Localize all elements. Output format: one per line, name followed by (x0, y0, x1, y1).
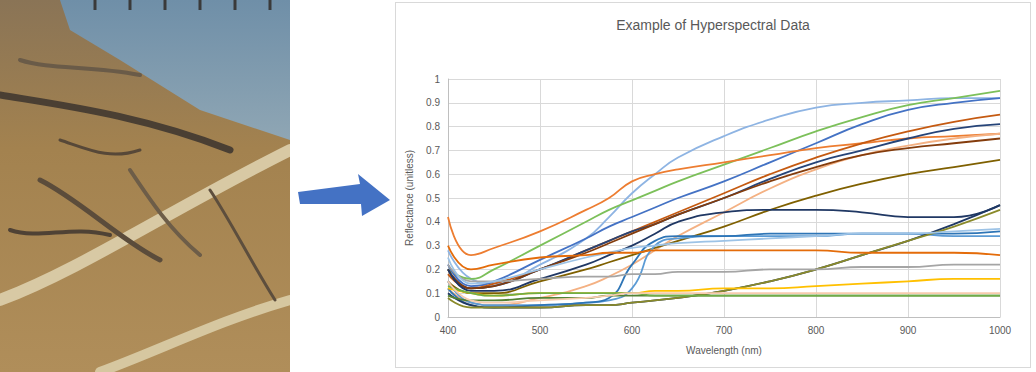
svg-text:0.7: 0.7 (426, 145, 440, 156)
svg-text:900: 900 (900, 325, 917, 336)
svg-text:0.4: 0.4 (426, 216, 440, 227)
svg-text:Wavelength (nm): Wavelength (nm) (686, 345, 762, 356)
svg-text:700: 700 (716, 325, 733, 336)
svg-text:800: 800 (808, 325, 825, 336)
svg-text:600: 600 (624, 325, 641, 336)
svg-text:0: 0 (434, 312, 440, 323)
svg-text:0.9: 0.9 (426, 97, 440, 108)
svg-text:0.2: 0.2 (426, 264, 440, 275)
svg-text:0.3: 0.3 (426, 240, 440, 251)
svg-text:1000: 1000 (989, 325, 1012, 336)
svg-text:Reflectance (unitless): Reflectance (unitless) (404, 150, 415, 246)
svg-text:400: 400 (440, 325, 457, 336)
svg-text:0.8: 0.8 (426, 121, 440, 132)
svg-text:500: 500 (532, 325, 549, 336)
svg-text:0.6: 0.6 (426, 169, 440, 180)
svg-text:0.1: 0.1 (426, 288, 440, 299)
svg-text:Example of Hyperspectral Data: Example of Hyperspectral Data (616, 17, 810, 33)
svg-text:0.5: 0.5 (426, 193, 440, 204)
svg-text:1: 1 (434, 74, 440, 85)
